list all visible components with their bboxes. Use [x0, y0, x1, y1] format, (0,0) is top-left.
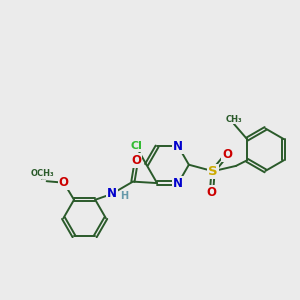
Text: O: O: [59, 176, 69, 189]
Text: N: N: [173, 140, 183, 153]
Text: Cl: Cl: [130, 142, 142, 152]
Text: N: N: [107, 188, 117, 200]
Text: H: H: [120, 191, 128, 201]
Text: N: N: [173, 177, 183, 190]
Text: O: O: [222, 148, 232, 160]
Text: OCH₃: OCH₃: [31, 169, 54, 178]
Text: S: S: [208, 165, 218, 178]
Text: O: O: [206, 186, 217, 199]
Text: O: O: [131, 154, 142, 167]
Text: methoxy: methoxy: [41, 179, 47, 180]
Text: CH₃: CH₃: [226, 115, 242, 124]
